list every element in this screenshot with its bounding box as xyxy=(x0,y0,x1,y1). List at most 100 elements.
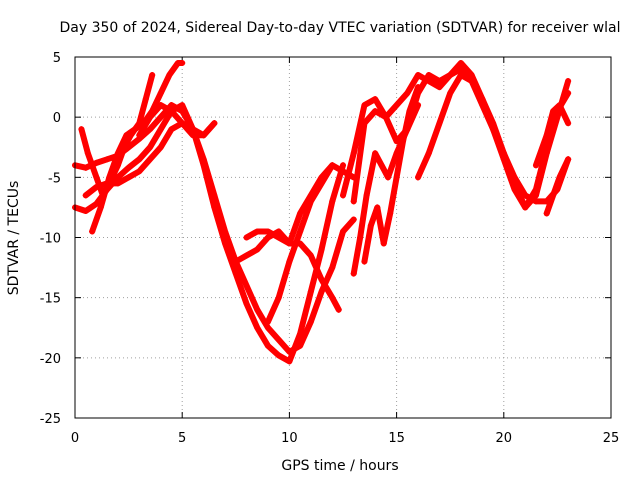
data-point xyxy=(415,84,422,91)
data-point xyxy=(125,164,132,171)
data-point xyxy=(147,156,154,163)
data-point xyxy=(406,108,413,115)
data-point xyxy=(350,216,357,223)
data-point xyxy=(340,228,346,235)
data-point xyxy=(393,174,400,181)
data-point xyxy=(543,210,550,217)
y-tick-label: -15 xyxy=(40,292,61,307)
data-point xyxy=(543,132,550,139)
series-arc-16 xyxy=(136,102,218,139)
data-point xyxy=(329,162,336,169)
data-point xyxy=(297,210,304,217)
data-point xyxy=(436,78,443,85)
data-point xyxy=(297,228,304,235)
data-point xyxy=(350,150,357,157)
y-tick-label: -5 xyxy=(48,171,61,186)
data-point xyxy=(297,342,304,349)
data-point xyxy=(457,60,464,67)
data-point xyxy=(286,358,293,365)
data-point xyxy=(307,288,314,295)
y-tick-label: 5 xyxy=(53,51,61,66)
data-point xyxy=(479,96,486,103)
data-point xyxy=(361,102,368,109)
data-point xyxy=(468,78,475,85)
data-point xyxy=(500,150,507,157)
data-point xyxy=(147,126,154,133)
data-point xyxy=(307,252,314,259)
data-point xyxy=(511,174,518,181)
data-point xyxy=(78,126,85,133)
data-point xyxy=(264,324,271,331)
data-point xyxy=(104,156,111,163)
data-point xyxy=(340,168,346,175)
data-point xyxy=(157,90,164,97)
data-point xyxy=(97,204,104,211)
data-point xyxy=(367,222,374,229)
data-point xyxy=(125,174,132,181)
data-point xyxy=(329,264,336,271)
chart-title: Day 350 of 2024, Sidereal Day-to-day VTE… xyxy=(59,20,620,36)
data-point xyxy=(93,200,100,207)
data-point xyxy=(378,162,385,169)
data-point xyxy=(318,276,325,283)
y-axis-label: SDTVAR / TECUs xyxy=(6,181,22,296)
data-point xyxy=(318,288,325,295)
data-point xyxy=(179,60,186,67)
data-point xyxy=(157,114,164,121)
x-tick-label: 5 xyxy=(178,431,186,446)
data-point xyxy=(157,144,164,151)
data-points xyxy=(72,60,572,365)
data-point xyxy=(264,228,271,235)
x-tick-label: 0 xyxy=(71,431,79,446)
data-point xyxy=(447,72,454,79)
data-point xyxy=(232,270,239,277)
data-point xyxy=(189,126,196,133)
data-point xyxy=(297,330,304,337)
data-point xyxy=(142,96,149,103)
data-point xyxy=(329,294,336,301)
data-point xyxy=(114,174,121,181)
data-point xyxy=(82,192,89,199)
data-point xyxy=(243,234,250,241)
data-point xyxy=(385,174,392,181)
data-point xyxy=(211,120,218,127)
data-point xyxy=(179,120,186,127)
data-point xyxy=(357,234,364,241)
axis-ticks: 0 5 10 15 20 25 -25 -20 -15 -10 -5 0 5 xyxy=(40,51,620,446)
data-point xyxy=(286,348,293,355)
data-point xyxy=(222,228,229,235)
data-point xyxy=(400,138,407,145)
data-point xyxy=(286,240,293,247)
data-point xyxy=(468,72,475,79)
data-point xyxy=(264,234,271,241)
data-point xyxy=(415,72,422,79)
data-point xyxy=(387,210,394,217)
data-point xyxy=(179,102,186,109)
data-point xyxy=(329,198,336,205)
y-tick-label: 0 xyxy=(53,111,61,126)
data-point xyxy=(350,198,357,205)
data-point xyxy=(275,336,282,343)
data-point xyxy=(149,72,156,79)
data-point xyxy=(425,72,432,79)
data-point xyxy=(532,198,539,205)
data-point xyxy=(565,156,572,163)
data-point xyxy=(436,120,443,127)
data-point xyxy=(254,228,261,235)
data-point xyxy=(136,156,143,163)
data-point xyxy=(136,132,143,139)
data-point xyxy=(136,168,143,175)
series-trace xyxy=(543,156,572,217)
data-point xyxy=(132,126,139,133)
data-point xyxy=(565,120,572,127)
data-point xyxy=(147,144,154,151)
series-arc-5 xyxy=(82,120,218,199)
data-point xyxy=(361,258,368,265)
data-point xyxy=(189,132,196,139)
x-axis-label: GPS time / hours xyxy=(281,458,398,474)
y-tick-label: -25 xyxy=(40,412,61,427)
data-point xyxy=(425,150,432,157)
data-point xyxy=(522,204,529,211)
data-point xyxy=(550,108,557,115)
data-point xyxy=(335,306,342,313)
